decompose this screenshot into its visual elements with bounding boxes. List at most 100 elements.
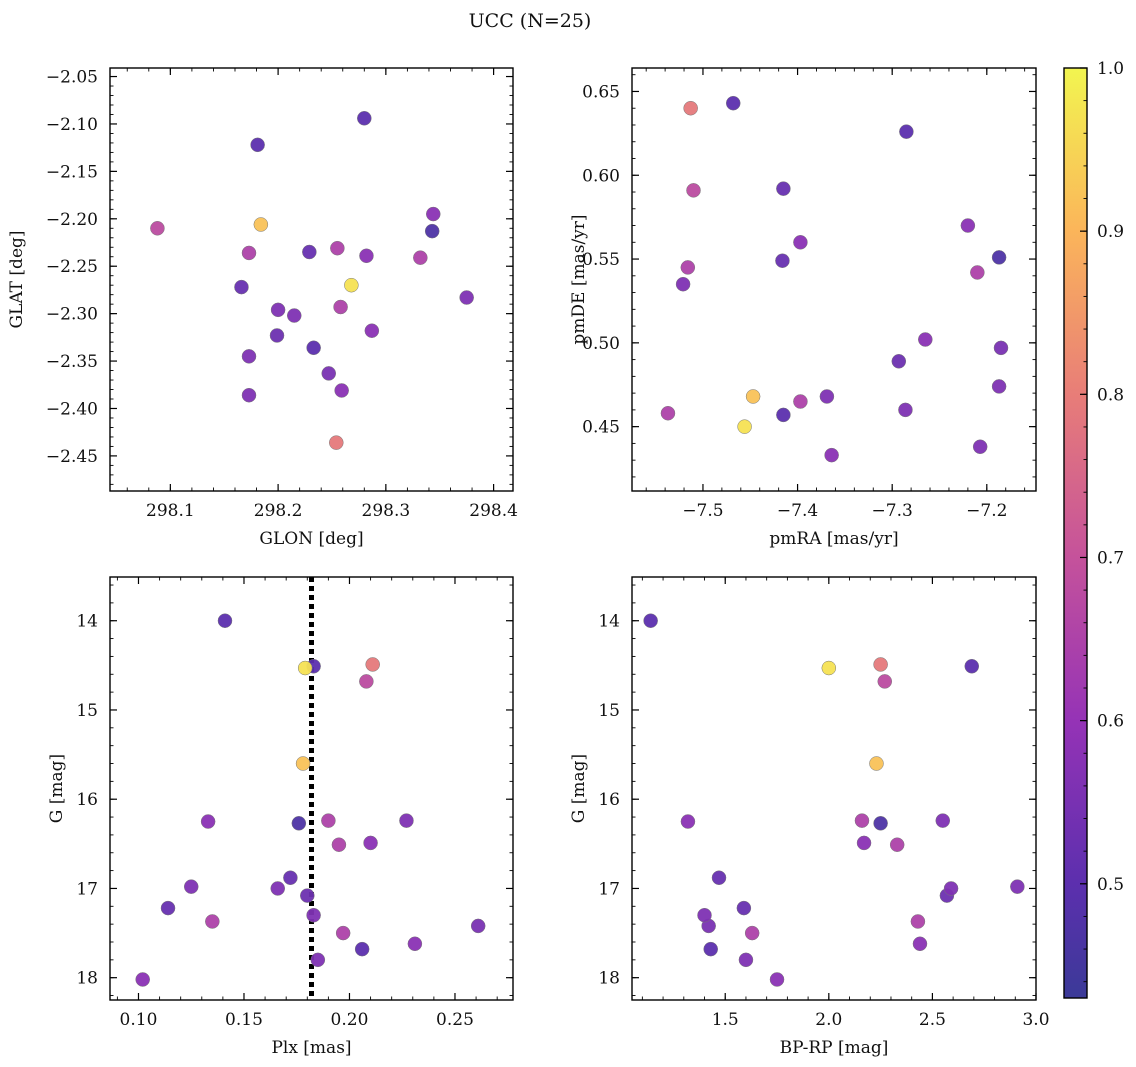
colorbar-tick-label: 0.8 — [1097, 385, 1124, 405]
plx-g-ytick-label: 16 — [76, 790, 98, 810]
colorbar-gradient — [1063, 67, 1088, 999]
bprp-g-ytick-label: 16 — [598, 790, 620, 810]
glon-glat-xtick-label: 298.2 — [254, 501, 303, 521]
plx-g-point — [470, 918, 486, 934]
glon-glat-point — [333, 299, 348, 315]
glon-glat-point — [250, 137, 265, 153]
pmra-pmde-point — [660, 405, 676, 421]
pmra-pmde-point — [745, 389, 761, 404]
bprp-g-point — [877, 674, 893, 689]
bprp-g-ytick-label: 17 — [598, 879, 620, 899]
bprp-g-point — [854, 813, 870, 828]
glon-glat-point — [241, 349, 257, 364]
plx-g-point — [359, 674, 374, 689]
bprp-g-point — [873, 657, 888, 672]
glon-glat-ytick-label: −2.30 — [46, 305, 98, 325]
plx-g-point — [363, 835, 378, 851]
pmra-pmde-point — [970, 265, 985, 280]
bprp-g-ytick-label: 18 — [598, 969, 620, 989]
bprp-g-point — [643, 613, 658, 628]
pmra-pmde-frame — [631, 67, 1037, 492]
plx-g-xlabel: Plx [mas] — [271, 1038, 351, 1058]
bprp-g-xtick-label: 1.5 — [712, 1010, 739, 1030]
plx-g-ytick-label: 15 — [76, 701, 98, 721]
bprp-g-point — [869, 756, 884, 771]
glon-glat-point — [270, 302, 286, 318]
glon-glat-xtick-label: 298.4 — [469, 501, 518, 521]
colorbar-tick-label: 0.9 — [1097, 222, 1124, 242]
bprp-g-xtick-label: 2.0 — [815, 1010, 842, 1030]
bprp-g-point — [910, 914, 926, 929]
bprp-g-point — [744, 925, 760, 941]
pmra-pmde-ytick-label: 0.60 — [582, 166, 620, 186]
plx-g-point — [310, 952, 326, 968]
plx-g-point — [365, 657, 380, 672]
bprp-g-point — [697, 907, 712, 923]
glon-glat-point — [253, 217, 269, 232]
glon-glat-point — [234, 279, 249, 295]
pmra-pmde-point — [686, 183, 701, 198]
plx-g-ytick-label: 17 — [76, 879, 98, 899]
glon-glat-ytick-label: −2.10 — [46, 115, 98, 135]
pmra-pmde-point — [991, 379, 1007, 394]
glon-glat-xtick-label: 298.1 — [146, 501, 195, 521]
panel-glon-glat: 298.1 298.2 298.3 298.4 −2.45 −2.40 −2.35 −2.30… — [7, 67, 518, 549]
pmra-pmde-xtick-label: −7.4 — [777, 501, 818, 521]
colorbar-tick-label: 1.0 — [1097, 59, 1124, 79]
pmra-pmde-ytick-label: 0.65 — [582, 82, 620, 102]
glon-glat-point — [241, 387, 257, 403]
plx-g-point — [297, 660, 313, 676]
plx-g-point — [321, 813, 336, 828]
pmra-pmde-xlabel: pmRA [mas/yr] — [769, 529, 898, 549]
pmra-pmde-point — [824, 447, 839, 463]
plx-g-point — [306, 907, 321, 923]
glon-glat-point — [413, 250, 428, 265]
plx-g-point — [270, 881, 285, 896]
glon-glat-point — [302, 244, 317, 260]
bprp-g-xlabel: BP-RP [mag] — [780, 1038, 889, 1058]
glon-glat-xlabel: GLON [deg] — [259, 529, 363, 549]
bprp-g-ytick-label: 15 — [598, 701, 620, 721]
plx-g-point — [217, 613, 233, 628]
glon-glat-point — [150, 221, 165, 236]
bprp-g-xtick-label: 3.0 — [1022, 1010, 1049, 1030]
pmra-pmde-ytick-label: 0.50 — [582, 334, 620, 354]
plx-g-ylabel: G [mag] — [47, 754, 67, 823]
bprp-g-point — [769, 972, 785, 987]
bprp-g-point — [680, 814, 696, 829]
bprp-g-point — [856, 835, 872, 851]
pmra-pmde-point — [793, 394, 808, 409]
plx-g-point — [399, 813, 414, 828]
glon-glat-ytick-label: −2.35 — [46, 352, 98, 372]
plx-g-point — [354, 941, 370, 957]
plx-g-ytick-label: 18 — [76, 969, 98, 989]
panel-bprp-g: 1.5 2.0 2.5 3.0 14 15 16 17 18 BP-RP [mag] G [mag] — [569, 576, 1050, 1058]
colorbar-tick-label: 0.7 — [1097, 548, 1124, 568]
plx-g-point — [331, 837, 347, 852]
glon-glat-point — [330, 240, 345, 256]
bprp-g-ylabel: G [mag] — [569, 754, 589, 823]
plx-g-point — [205, 914, 220, 929]
plx-g-point — [135, 972, 150, 987]
bprp-g-point — [738, 952, 754, 968]
bprp-g-point — [821, 660, 837, 676]
plx-g-point — [407, 936, 423, 952]
plx-g-point — [283, 870, 298, 885]
panel-pmra-pmde: −7.5 −7.4 −7.3 −7.2 0.45 0.50 0.55 0.60 0.65 pmRA… — [569, 67, 1037, 549]
pmra-pmde-point — [793, 235, 808, 250]
pmra-pmde-point — [899, 124, 914, 139]
plx-g-point — [335, 925, 351, 941]
pmra-pmde-xtick-label: −7.5 — [682, 501, 723, 521]
bprp-g-frame — [631, 576, 1037, 1001]
pmra-pmde-point — [680, 260, 696, 275]
pmra-pmde-point — [683, 100, 698, 116]
plx-g-point — [160, 900, 176, 916]
pmra-pmde-xtick-label: −7.2 — [966, 501, 1007, 521]
plx-g-point — [291, 816, 307, 831]
plx-g-xtick-label: 0.20 — [331, 1010, 369, 1030]
pmra-pmde-ytick-label: 0.55 — [582, 250, 620, 270]
panel-plx-g: 0.10 0.15 0.20 0.25 14 15 16 17 18 Plx [mas] G [ma… — [47, 576, 514, 1058]
bprp-g-point — [935, 813, 951, 828]
pmra-pmde-point — [776, 181, 791, 196]
